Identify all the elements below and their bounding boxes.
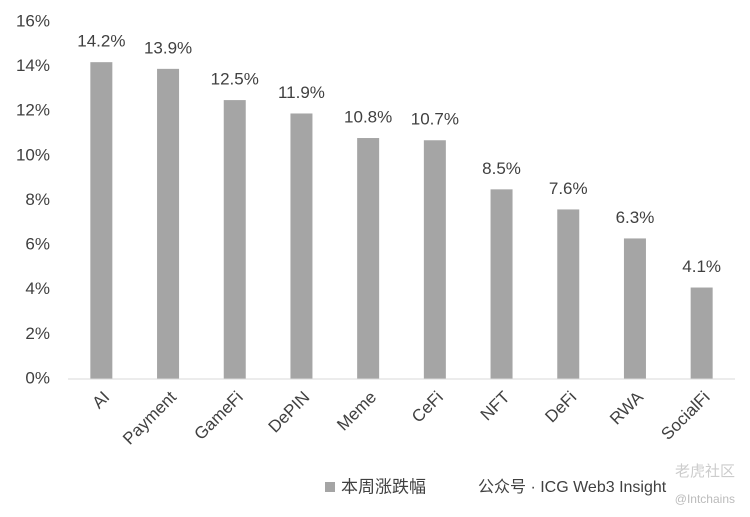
y-tick-label: 8% (25, 190, 50, 209)
y-tick-label: 4% (25, 279, 50, 298)
legend-label: 本周涨跌幅 (341, 477, 426, 496)
y-tick-label: 14% (16, 56, 50, 75)
y-tick-label: 10% (16, 145, 50, 164)
y-tick-label: 2% (25, 324, 50, 343)
legend-swatch (325, 482, 335, 492)
watermark: @Intchains (675, 492, 735, 506)
value-label: 13.9% (144, 38, 192, 57)
value-label: 10.7% (411, 110, 459, 129)
bar (423, 140, 446, 379)
value-label: 4.1% (682, 257, 721, 276)
y-tick-label: 6% (25, 235, 50, 254)
watermark: 公众号 · ICG Web3 Insight (478, 478, 667, 496)
value-label: 8.5% (482, 159, 521, 178)
y-tick-label: 16% (16, 11, 50, 30)
value-label: 10.8% (344, 108, 392, 127)
bar (157, 68, 180, 379)
value-label: 11.9% (278, 83, 325, 102)
bar (290, 113, 313, 379)
value-label: 7.6% (549, 179, 588, 198)
bar (690, 287, 713, 379)
value-label: 14.2% (77, 32, 125, 51)
bar (557, 209, 580, 379)
bar (357, 138, 380, 379)
y-tick-label: 0% (25, 368, 50, 387)
bar (90, 62, 113, 379)
watermark: 老虎社区 (675, 463, 735, 480)
y-tick-label: 12% (16, 101, 50, 120)
value-label: 12.5% (211, 70, 259, 89)
bar (223, 100, 246, 379)
bar (490, 189, 513, 379)
value-label: 6.3% (616, 208, 655, 227)
bar (623, 238, 646, 379)
